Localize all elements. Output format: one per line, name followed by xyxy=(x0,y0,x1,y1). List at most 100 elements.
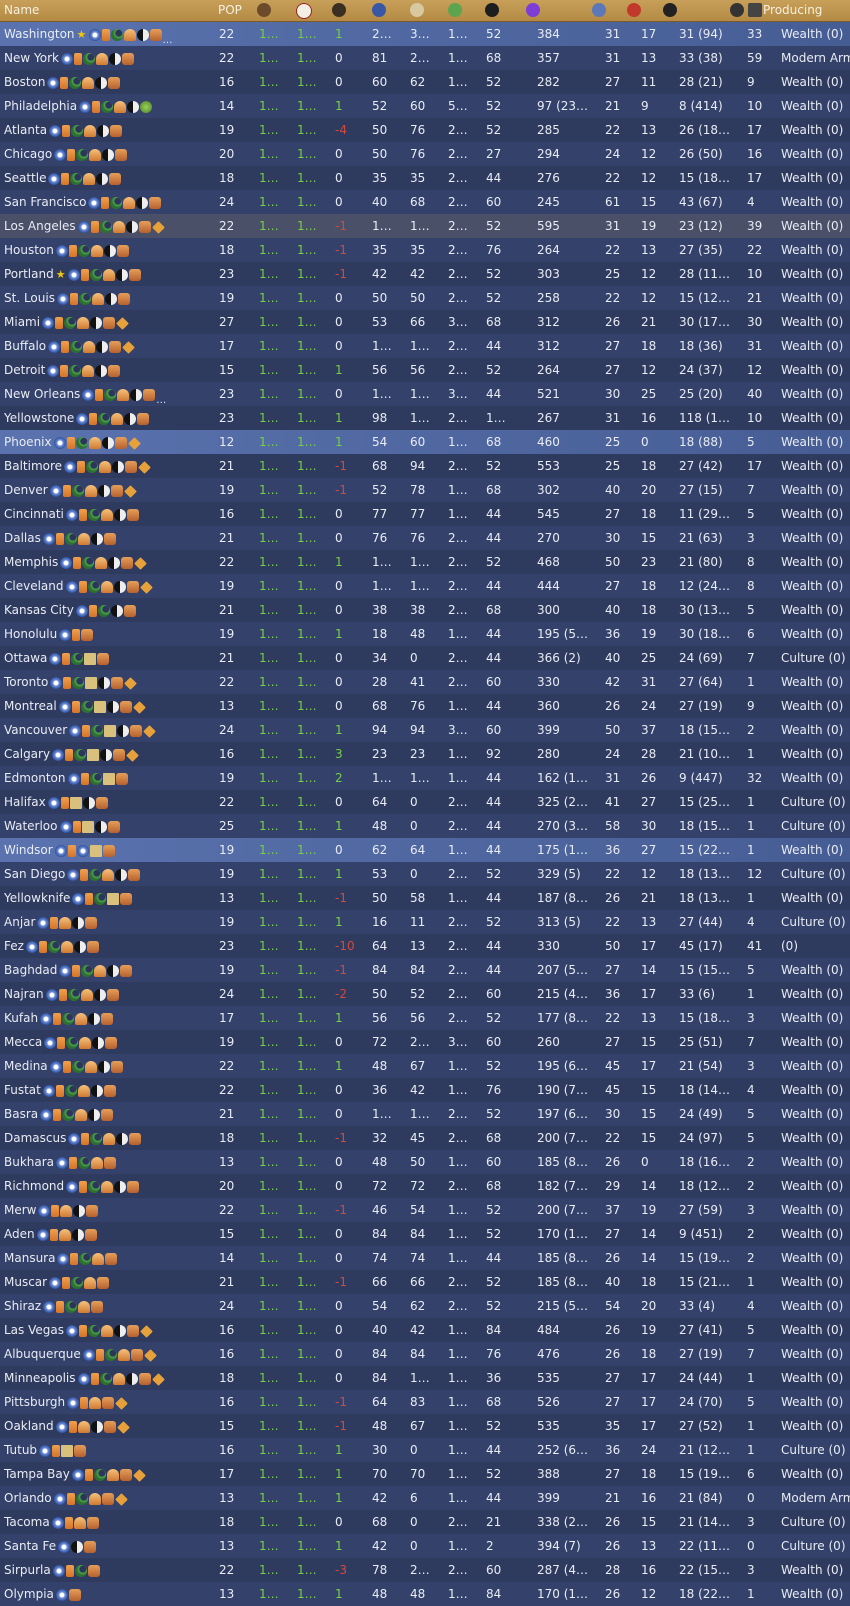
table-row[interactable]: Sirpurla 22 1… 1… -3 78 2… 2… 60 287 (4… 28 16 22 (1… xyxy=(0,1558,850,1582)
producing-cell[interactable]: Wealth (0) xyxy=(781,1371,844,1385)
table-row[interactable]: Fez 23 1… 1… -10 64 13 2… 44 330 50 17 45 (17) 41 (0) xyxy=(0,934,850,958)
table-row[interactable]: Richmond 20 1… 1… 0 72 72 2… 68 182 (7… 29 14 18 (12… xyxy=(0,1174,850,1198)
producing-cell[interactable]: Culture (0) xyxy=(781,795,846,809)
producing-cell[interactable]: Wealth (0) xyxy=(781,363,844,377)
city-name-cell[interactable]: Toronto xyxy=(4,670,212,694)
table-row[interactable]: Santa Fe 13 1… 1… 1 42 0 1… 2 394 (7) 26 13 22 (11… 0… xyxy=(0,1534,850,1558)
table-row[interactable]: Yellowknife 13 1… 1… -1 50 58 1… 44 187 (8… 26 21 18… xyxy=(0,886,850,910)
producing-cell[interactable]: Culture (0) xyxy=(781,867,846,881)
table-row[interactable]: Las Vegas 16 1… 1… 0 40 42 1… 84 484 26 19 27 (41) 5 W… xyxy=(0,1318,850,1342)
city-name-cell[interactable]: New York xyxy=(4,46,212,70)
city-name-cell[interactable]: Miami xyxy=(4,310,212,334)
city-name-cell[interactable]: Kufah xyxy=(4,1006,212,1030)
city-name-cell[interactable]: Calgary xyxy=(4,742,212,766)
table-row[interactable]: Toronto 22 1… 1… 0 28 41 2… 60 330 42 31 27 (64) 1 Wea… xyxy=(0,670,850,694)
table-row[interactable]: Najran 24 1… 1… -2 50 52 2… 60 215 (4… 36 17 33 (6) 1… xyxy=(0,982,850,1006)
city-name-cell[interactable]: San Diego xyxy=(4,862,212,886)
city-name-cell[interactable]: Olympia xyxy=(4,1582,212,1606)
table-row[interactable]: Merw 22 1… 1… -1 46 54 1… 52 200 (7… 37 19 27 (59) 3 W… xyxy=(0,1198,850,1222)
hammer-icon[interactable] xyxy=(372,0,390,21)
city-name-cell[interactable]: Houston xyxy=(4,238,212,262)
espionage-icon[interactable] xyxy=(526,0,544,21)
table-row[interactable]: Kufah 17 1… 1… 1 56 56 2… 52 177 (8… 22 13 15 (18… 3 W… xyxy=(0,1006,850,1030)
producing-cell[interactable]: Culture (0) xyxy=(781,1443,846,1457)
city-name-cell[interactable]: Detroit xyxy=(4,358,212,382)
city-name-cell[interactable]: Oakland xyxy=(4,1414,212,1438)
city-name-cell[interactable]: Mecca xyxy=(4,1030,212,1054)
producing-cell[interactable]: Wealth (0) xyxy=(781,1251,844,1265)
table-row[interactable]: Orlando 13 1… 1… 1 42 6 1… 44 399 21 16 21 (84) 0 Mode… xyxy=(0,1486,850,1510)
table-row[interactable]: Vancouver 24 1… 1… 1 94 94 3… 60 399 50 37 18 (15… 2 W… xyxy=(0,718,850,742)
producing-cell[interactable]: Wealth (0) xyxy=(781,147,844,161)
culture-lyre-icon[interactable] xyxy=(592,0,610,21)
producing-cell[interactable]: Wealth (0) xyxy=(781,27,844,41)
producing-cell[interactable]: Wealth (0) xyxy=(781,507,844,521)
producing-cell[interactable]: Wealth (0) xyxy=(781,267,844,281)
producing-cell[interactable]: Wealth (0) xyxy=(781,171,844,185)
producing-cell[interactable]: Wealth (0) xyxy=(781,579,844,593)
table-row[interactable]: Shiraz 24 1… 1… 0 54 62 2… 52 215 (5… 54 20 33 (4) 4 W… xyxy=(0,1294,850,1318)
producing-cell[interactable]: Wealth (0) xyxy=(781,1035,844,1049)
city-name-cell[interactable]: Waterloo xyxy=(4,814,212,838)
producing-cell[interactable]: Wealth (0) xyxy=(781,483,844,497)
producing-cell[interactable]: Wealth (0) xyxy=(781,1227,844,1241)
header-producing[interactable]: Producing xyxy=(763,3,823,17)
city-name-cell[interactable]: Cleveland xyxy=(4,574,212,598)
city-name-cell[interactable]: Albuquerque xyxy=(4,1342,212,1366)
table-row[interactable]: Waterloo 25 1… 1… 1 48 0 2… 44 270 (3… 58 30 18 (15…… xyxy=(0,814,850,838)
city-name-cell[interactable]: Memphis xyxy=(4,550,212,574)
table-row[interactable]: Dallas 21 1… 1… 0 76 76 2… 44 270 30 15 21 (63) 3 Weal… xyxy=(0,526,850,550)
red-orb-icon[interactable] xyxy=(663,0,681,21)
producing-cell[interactable]: Wealth (0) xyxy=(781,555,844,569)
city-name-cell[interactable]: Tacoma xyxy=(4,1510,212,1534)
city-name-cell[interactable]: Fustat xyxy=(4,1078,212,1102)
city-name-cell[interactable]: Edmonton xyxy=(4,766,212,790)
table-row[interactable]: Halifax 22 1… 1… 0 64 0 2… 44 325 (2… 41 27 15 (25… 1… xyxy=(0,790,850,814)
producing-cell[interactable]: Wealth (0) xyxy=(781,699,844,713)
city-name-cell[interactable]: Los Angeles xyxy=(4,214,212,238)
city-name-cell[interactable]: New Orleans… xyxy=(4,382,212,406)
table-row[interactable]: Fustat 22 1… 1… 0 36 42 1… 76 190 (7… 45 15 18 (14… 4… xyxy=(0,1078,850,1102)
city-name-cell[interactable]: Bukhara xyxy=(4,1150,212,1174)
city-name-cell[interactable]: Dallas xyxy=(4,526,212,550)
producing-cell[interactable]: Wealth (0) xyxy=(781,219,844,233)
producing-cell[interactable]: Culture (0) xyxy=(781,819,846,833)
producing-cell[interactable]: Wealth (0) xyxy=(781,1419,844,1433)
city-name-cell[interactable]: Medina xyxy=(4,1054,212,1078)
city-name-cell[interactable]: Santa Fe xyxy=(4,1534,212,1558)
food-bowl-icon[interactable] xyxy=(257,0,275,21)
city-name-cell[interactable]: Denver xyxy=(4,478,212,502)
table-row[interactable]: Pittsburgh 16 1… 1… -1 64 83 1… 68 526 27 17 24 (70)… xyxy=(0,1390,850,1414)
producing-cell[interactable]: Wealth (0) xyxy=(781,1203,844,1217)
city-name-cell[interactable]: Phoenix xyxy=(4,430,212,454)
city-name-cell[interactable]: Cincinnati xyxy=(4,502,212,526)
producing-cell[interactable]: Modern Arm xyxy=(781,51,850,65)
producing-cell[interactable]: Wealth (0) xyxy=(781,675,844,689)
producing-cell[interactable]: Culture (0) xyxy=(781,651,846,665)
city-name-cell[interactable]: Yellowstone xyxy=(4,406,212,430)
producing-cell[interactable]: Wealth (0) xyxy=(781,747,844,761)
table-row[interactable]: San Diego 19 1… 1… 1 53 0 2… 52 329 (5) 22 12 18 (13… xyxy=(0,862,850,886)
city-name-cell[interactable]: Mansura xyxy=(4,1246,212,1270)
city-name-cell[interactable]: Las Vegas xyxy=(4,1318,212,1342)
producing-cell[interactable]: Wealth (0) xyxy=(781,1083,844,1097)
producing-cell[interactable]: (0) xyxy=(781,939,798,953)
producing-cell[interactable]: Wealth (0) xyxy=(781,315,844,329)
producing-cell[interactable]: Wealth (0) xyxy=(781,891,844,905)
producing-cell[interactable]: Wealth (0) xyxy=(781,963,844,977)
city-name-cell[interactable]: Muscar xyxy=(4,1270,212,1294)
producing-cell[interactable]: Culture (0) xyxy=(781,915,846,929)
table-row[interactable]: Buffalo 17 1… 1… 0 1… 1… 2… 44 312 27 18 18 (36) 31 We… xyxy=(0,334,850,358)
city-name-cell[interactable]: Merw xyxy=(4,1198,212,1222)
city-name-cell[interactable]: Shiraz xyxy=(4,1294,212,1318)
table-row[interactable]: Denver 19 1… 1… -1 52 78 1… 68 302 40 20 27 (15) 7 Wea… xyxy=(0,478,850,502)
city-name-cell[interactable]: Honolulu xyxy=(4,622,212,646)
producing-cell[interactable]: Wealth (0) xyxy=(781,531,844,545)
table-row[interactable]: Los Angeles 22 1… 1… -1 1… 1… 2… 52 595 31 19 23 (12… xyxy=(0,214,850,238)
table-row[interactable]: Windsor 19 1… 1… 0 62 64 1… 44 175 (1… 36 27 15 (22…… xyxy=(0,838,850,862)
header-pop[interactable]: POP xyxy=(218,3,242,17)
city-name-cell[interactable]: Kansas City xyxy=(4,598,212,622)
city-name-cell[interactable]: Boston xyxy=(4,70,212,94)
city-name-cell[interactable]: Portland ★ xyxy=(4,262,212,286)
table-row[interactable]: Boston 16 1… 1… 0 60 62 1… 52 282 27 11 28 (21) 9 Weal… xyxy=(0,70,850,94)
